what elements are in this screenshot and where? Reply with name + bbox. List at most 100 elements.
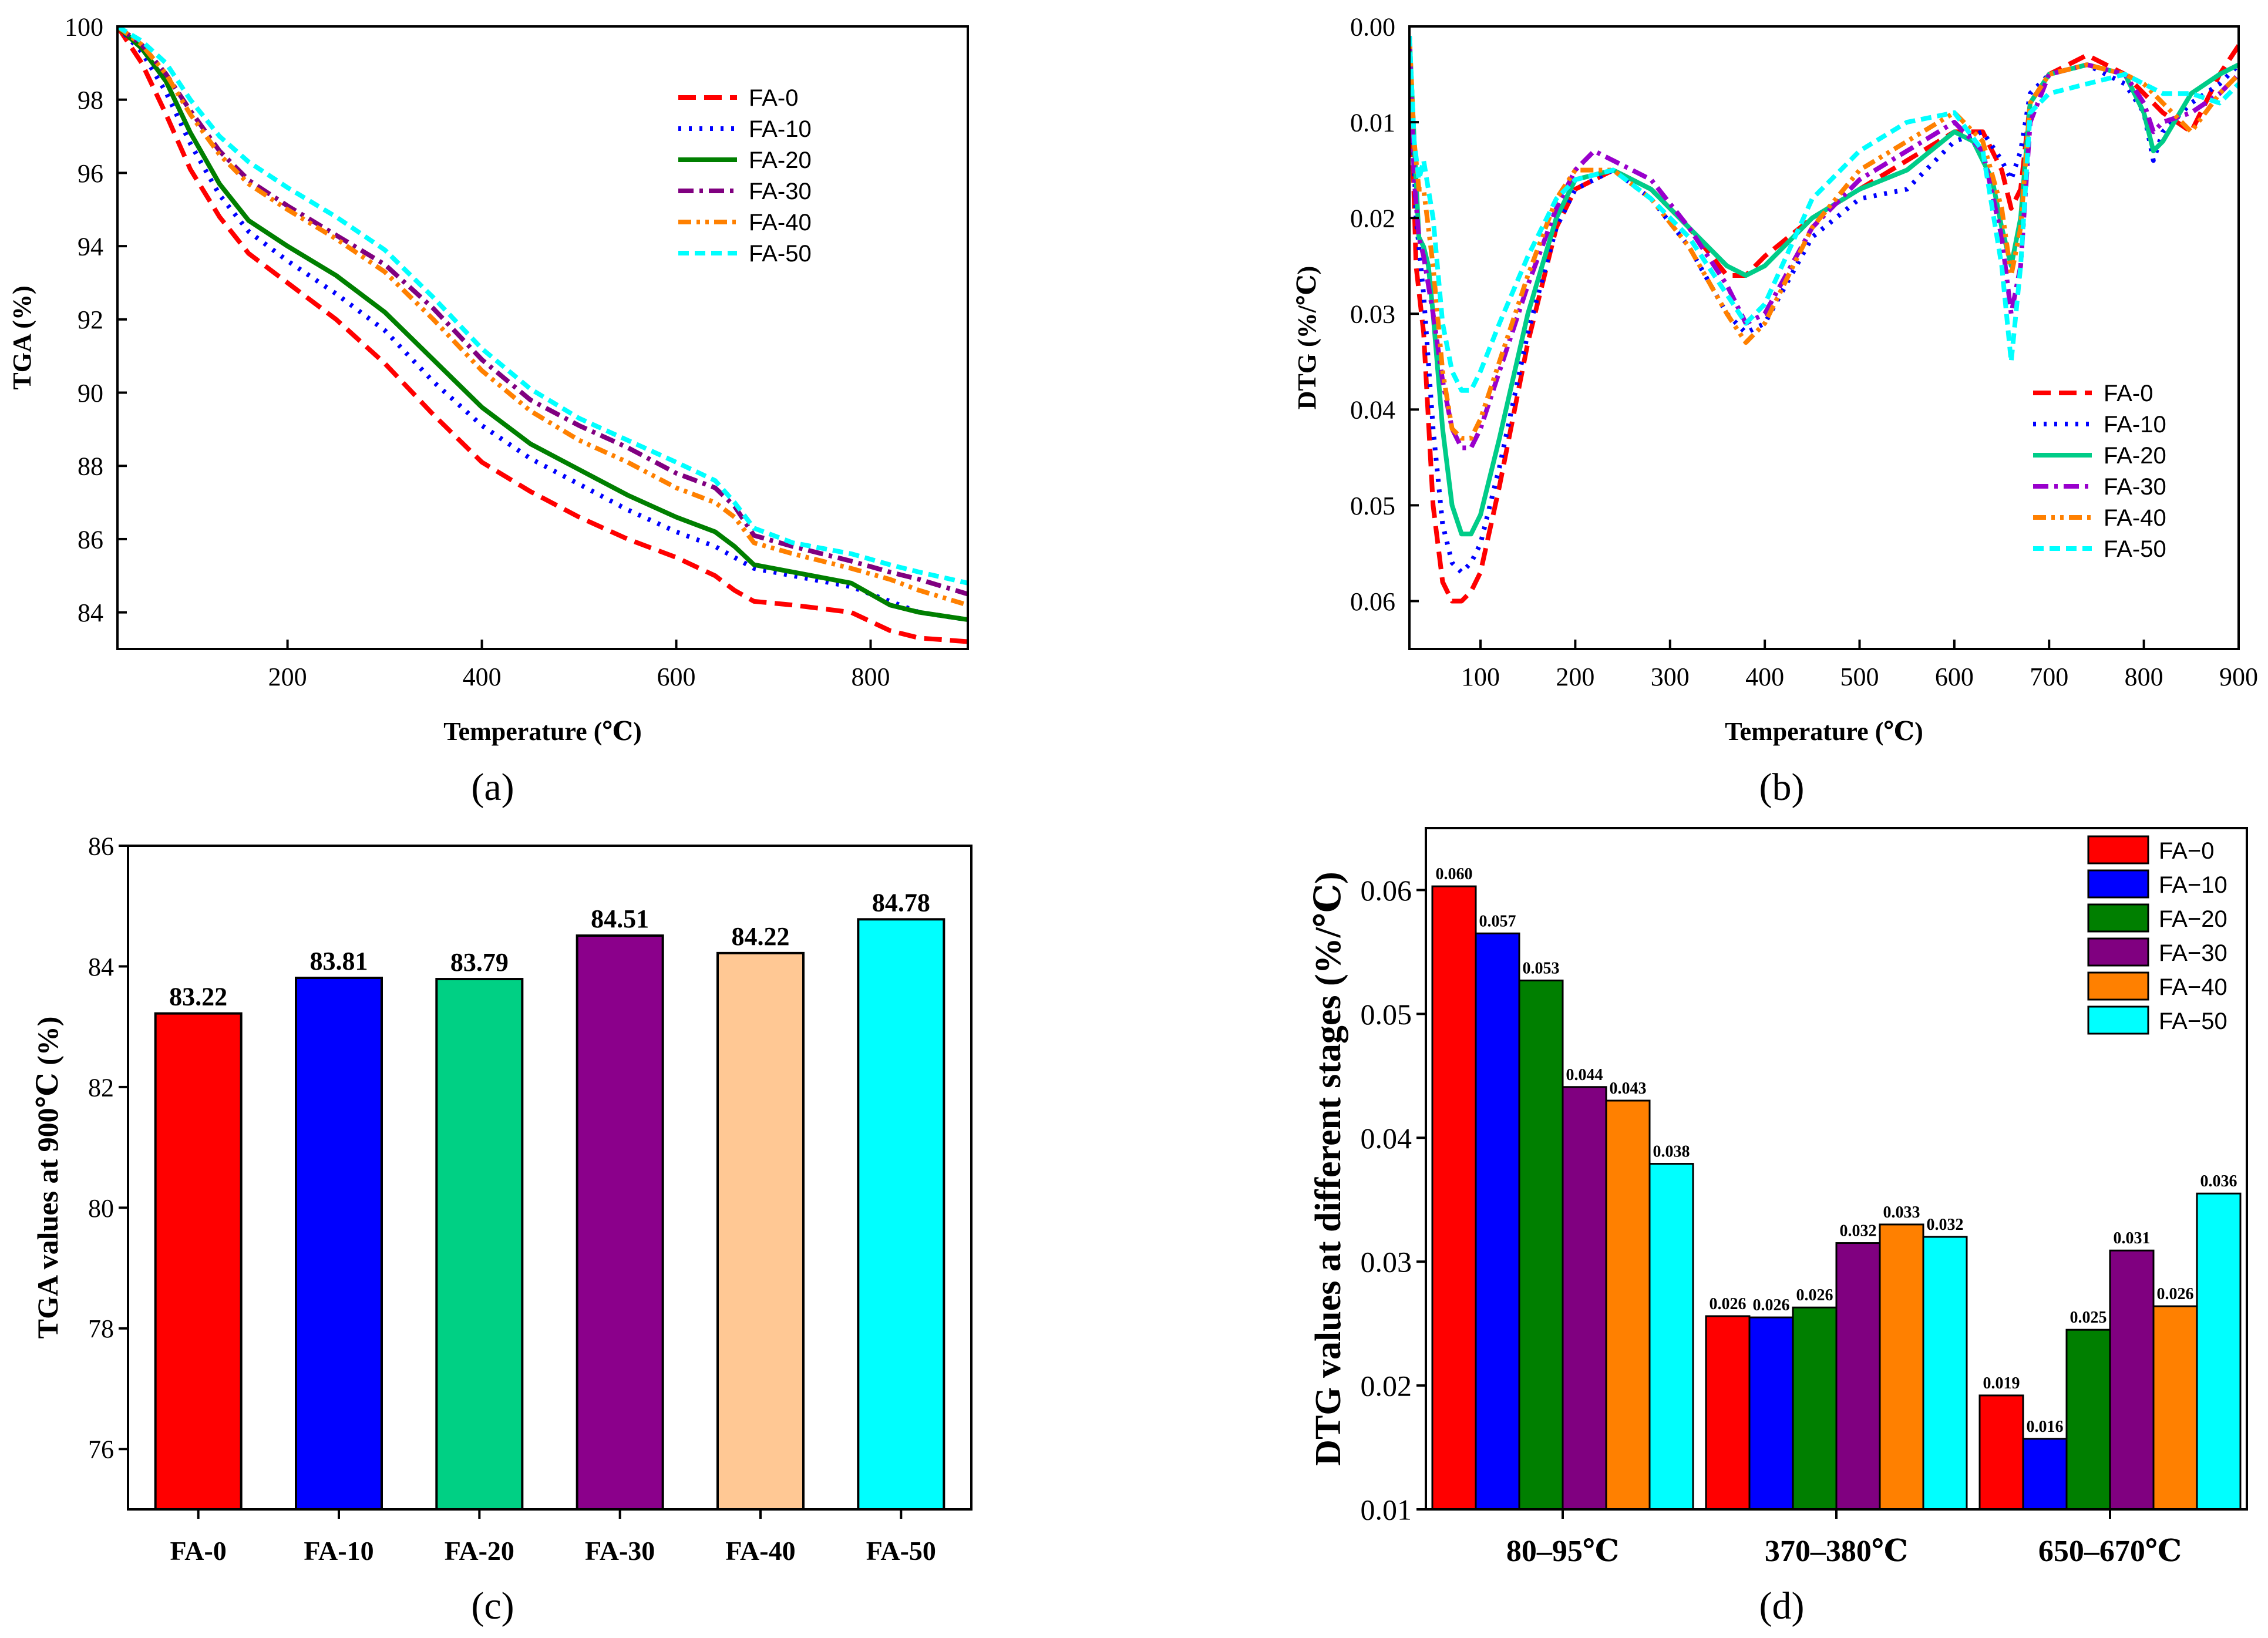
bar-value-label: 0.032 [1840,1222,1877,1240]
y-tick-label-c: 86 [88,832,114,860]
y-axis-title-c: TGA values at 900℃ (%) [31,1017,64,1339]
series-line-fa-0 [117,26,968,644]
bar-fa-40-stage-1 [1605,1099,1651,1511]
bar-value-label: 0.025 [2070,1309,2107,1327]
bar-fa-0-stage-3 [1978,1394,2024,1511]
bar-fa-10-stage-2 [1748,1316,1794,1511]
plot-frame-b [1408,25,2240,650]
legend-label-fa-40: FA−40 [2159,974,2227,1000]
legend-label-fa-10: FA−10 [2159,872,2227,898]
x-tick-label-c: FA-40 [725,1536,795,1566]
bar-fa-40-stage-3 [2152,1305,2198,1511]
legend-label-fa-50: FA-50 [2104,536,2166,562]
bar-value-label: 0.019 [1983,1374,2020,1393]
panel-d-dtg-grouped-bar-chart: 0.060 0.057 0.053 0.044 0.043 0.038 80–95℃ 0.02… [1308,827,2248,1568]
y-axis-title-d: DTG values at different stages (%/℃) [1308,872,1348,1466]
series-line-fa-50 [117,26,968,586]
x-tick-label-d: 650–670℃ [2038,1535,2182,1568]
x-tick-label-b: 400 [1745,662,1784,691]
series-line-fa-40 [117,26,968,608]
legend-label-fa-30: FA−30 [2159,940,2227,966]
bar-value-label-fa-10: 83.81 [310,947,368,976]
bar-value-label-fa-30: 84.51 [591,904,649,933]
y-tick-label-b: 0.06 [1350,587,1395,616]
x-tick-label-c: FA-50 [866,1536,936,1566]
panel-a-tga-curves: 200 400 600 800 84 86 88 90 92 94 96 98 100 Temperatu… [8,12,969,746]
bar-value-label: 0.033 [1883,1203,1920,1222]
bar-fa-20-stage-3 [2065,1328,2111,1511]
y-tick-label-c: 82 [88,1073,114,1102]
legend-label-fa-50: FA-50 [749,241,812,267]
y-tick-label-a: 84 [78,598,103,627]
bar-fa-20-stage-2 [1792,1306,1838,1511]
legend-label-fa-30: FA-30 [749,179,812,204]
y-tick-label-a: 100 [65,12,103,41]
x-tick-label-c: FA-10 [304,1536,373,1566]
x-tick-label-c: FA-20 [445,1536,514,1566]
x-tick-label-b: 700 [2030,662,2068,691]
bar-fa-20-stage-1 [1518,979,1564,1511]
bar-value-label: 0.026 [1753,1296,1790,1314]
bar-fa-30-stage-2 [1835,1242,1881,1511]
bar-fa-0 [154,1012,243,1511]
y-tick-label-b: 0.01 [1350,108,1395,137]
y-tick-label-a: 90 [78,379,103,408]
legend-swatch-fa-30 [2087,937,2149,967]
bar-value-label: 0.043 [1610,1079,1647,1098]
series-line-fa-50 [1409,36,2239,393]
legend-label-fa-10: FA-10 [2104,412,2166,438]
legend-label-fa-20: FA-20 [2104,443,2166,469]
bar-value-label-fa-20: 83.79 [450,948,509,977]
y-tick-label-a: 88 [78,452,103,481]
x-tick-label-c: FA-30 [585,1536,655,1566]
panel-label-c: (c) [471,1585,514,1627]
y-tick-label-c: 80 [88,1194,114,1223]
bar-fa-40 [716,951,805,1511]
y-tick-label-c: 76 [88,1435,114,1464]
y-tick-label-d: 0.05 [1361,998,1412,1031]
legend-swatch-fa-0 [2087,835,2149,865]
legend-swatch-fa-20 [2087,903,2149,933]
bar-value-label: 0.036 [2200,1172,2237,1190]
legend-label-fa-20: FA−20 [2159,906,2227,932]
x-tick-label-b: 100 [1461,662,1500,691]
x-tick-label-a: 400 [463,662,502,691]
y-tick-label-a: 96 [78,159,103,188]
bar-fa-50-stage-2 [1922,1236,1968,1511]
y-tick-label-d: 0.06 [1361,874,1412,907]
legend-label-fa-50: FA−50 [2159,1008,2227,1034]
bar-value-label: 0.053 [1523,959,1560,977]
y-tick-label-a: 86 [78,525,103,554]
bar-value-label: 0.060 [1436,865,1473,883]
y-tick-label-c: 84 [88,953,114,981]
x-tick-label-a: 800 [852,662,890,691]
bar-value-label: 0.057 [1479,912,1516,930]
legend-label-fa-0: FA−0 [2159,838,2215,864]
y-axis-title-a: TGA (%) [8,285,36,389]
bar-value-label: 0.026 [2157,1285,2194,1303]
bar-value-label-fa-40: 84.22 [732,922,790,951]
bar-fa-0-stage-2 [1705,1315,1751,1511]
bar-value-label: 0.031 [2114,1229,2151,1247]
x-tick-label-b: 500 [1840,662,1879,691]
x-tick-label-b: 900 [2219,662,2258,691]
plot-frame-a [116,25,969,650]
x-tick-label-a: 600 [657,662,696,691]
bar-value-label: 0.044 [1566,1066,1603,1084]
bar-fa-0-stage-1 [1431,885,1477,1511]
y-tick-label-d: 0.03 [1361,1246,1412,1279]
legend-swatch-fa-50 [2087,1005,2149,1035]
y-tick-label-d: 0.01 [1361,1494,1412,1526]
x-axis-title-b: Temperature (℃) [1725,717,1923,746]
bar-fa-10-stage-1 [1475,932,1520,1511]
legend-label-fa-20: FA-20 [749,147,812,173]
bar-fa-50-stage-3 [2196,1192,2242,1511]
bar-fa-10 [295,976,383,1511]
legend-swatch-fa-40 [2087,971,2149,1001]
y-axis-title-b: DTG (%/℃) [1293,266,1321,410]
series-line-fa-10 [117,26,968,623]
legend-label-fa-10: FA-10 [749,116,812,142]
panel-label-b: (b) [1759,766,1805,809]
panel-c-tga-bar-chart: 83.22 FA-0 83.81 FA-10 83.79 FA-20 84.51 FA-30 8… [31,832,973,1566]
